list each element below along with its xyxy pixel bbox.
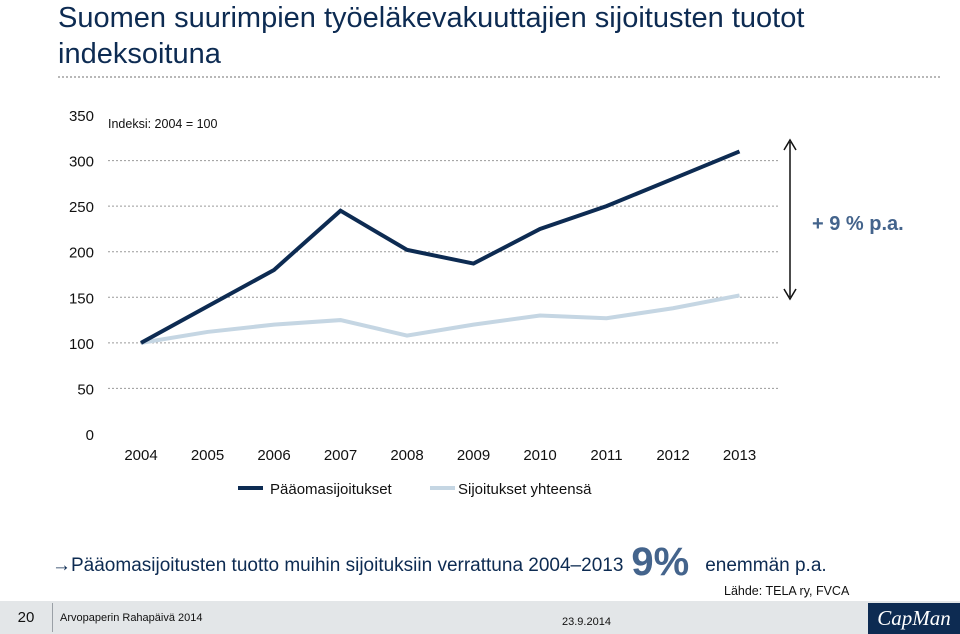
legend-label: Sijoitukset yhteensä (458, 481, 592, 498)
x-tick-label: 2009 (457, 447, 490, 464)
source-label: Lähde: TELA ry, FVCA (724, 584, 850, 598)
y-tick-label: 300 (69, 154, 94, 171)
y-tick-label: 150 (69, 290, 94, 307)
x-tick-label: 2005 (191, 447, 224, 464)
series-line-sijoitukset-yhteensa (140, 293, 740, 345)
index-annotation: Indeksi: 2004 = 100 (108, 117, 218, 131)
legend-label: Pääomasijoitukset (270, 481, 393, 498)
y-tick-label: 0 (86, 427, 94, 444)
y-tick-label: 250 (69, 199, 94, 216)
arrow-right-icon: → (52, 555, 71, 576)
capman-logo: CapMan (868, 603, 960, 634)
line-chart: 0 50 100 150 200 250 300 350 2004 2005 2006 2007 20… (69, 108, 904, 498)
slide-title: Suomen suurimpien työeläkevakuuttajien s… (58, 2, 805, 70)
summary-note: →Pääomasijoitusten tuotto muihin sijoitu… (52, 540, 827, 585)
y-tick-label: 100 (69, 336, 94, 353)
x-tick-label: 2012 (656, 447, 689, 464)
growth-label: + 9 % p.a. (812, 213, 904, 235)
y-tick-label: 50 (77, 381, 94, 398)
x-tick-label: 2013 (723, 447, 756, 464)
x-tick-label: 2006 (257, 447, 290, 464)
page-number: 20 (17, 609, 35, 626)
note-highlight: 9% (631, 540, 690, 584)
y-tick-label: 200 (69, 245, 94, 262)
x-tick-label: 2004 (124, 447, 157, 464)
title-divider (58, 76, 940, 78)
y-tick-label: 350 (69, 108, 94, 125)
growth-arrow-icon (783, 138, 797, 301)
x-tick-label: 2008 (390, 447, 423, 464)
footer-divider (52, 603, 53, 632)
x-tick-label: 2010 (523, 447, 556, 464)
note-text-before: Pääomasijoitusten tuotto muihin sijoituk… (71, 555, 624, 576)
x-tick-label: 2011 (590, 447, 622, 464)
footer-bar (0, 601, 960, 634)
footer-event: Arvopaperin Rahapäivä 2014 (60, 612, 203, 624)
x-tick-label: 2007 (324, 447, 357, 464)
footer-date: 23.9.2014 (562, 616, 611, 628)
note-text-after: enemmän p.a. (705, 555, 827, 576)
series-line-paaomasijoitukset (140, 149, 741, 345)
